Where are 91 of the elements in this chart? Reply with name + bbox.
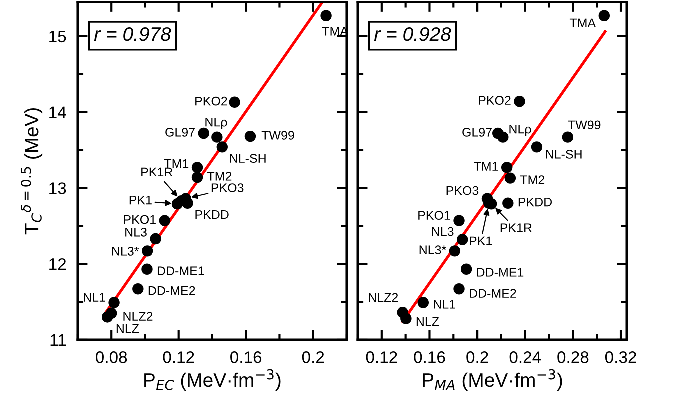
annotation: TM1 <box>164 160 189 168</box>
point <box>244 130 256 142</box>
annotation: PKO1 <box>124 215 156 224</box>
annotation: PKDD <box>196 210 229 220</box>
point <box>216 142 228 153</box>
point <box>531 142 543 153</box>
point <box>150 233 162 245</box>
y-tick-label: 15 <box>50 30 66 43</box>
point <box>418 297 430 308</box>
point <box>229 96 240 108</box>
annotation: TW99 <box>568 120 601 130</box>
y-tick-label: 13 <box>50 182 66 194</box>
point <box>212 132 223 143</box>
annotation: PKO1 <box>418 211 450 220</box>
annotation: TM1 <box>474 162 498 171</box>
annotation: NL3* <box>420 246 446 255</box>
x-tick-label: 0.08 <box>96 352 128 364</box>
annotation: NLZ <box>416 318 440 326</box>
x-tick-label: 0.2 <box>302 352 324 364</box>
annotation: PK1 <box>470 236 492 246</box>
x-axis-title: P$_{MA}$ (MeV·fm$^{−3}$) <box>423 369 562 391</box>
point <box>142 246 154 257</box>
annotation: GL97 <box>166 128 195 137</box>
annotation: DD-ME1 <box>158 266 204 276</box>
annotation: TMA <box>570 18 596 28</box>
annotation: DD-ME1 <box>477 268 524 277</box>
annotation: PKO2 <box>196 96 228 106</box>
annotation: GL97 <box>462 128 492 137</box>
x-tick-label: 0.28 <box>558 352 589 364</box>
point <box>192 172 204 184</box>
annotation: NLρ <box>510 125 532 136</box>
point <box>159 215 170 226</box>
annotation: NLρ <box>206 118 228 130</box>
annotation: PKO2 <box>479 96 511 105</box>
y-tick-label: 12 <box>50 258 66 270</box>
x-axis-title: P$_{EC}$ (MeV·fm$^{−3}$) <box>144 369 281 391</box>
point <box>454 284 465 295</box>
annotation: DD-ME2 <box>470 289 516 298</box>
point <box>598 10 610 22</box>
x-tick-label: 0.2 <box>466 352 488 364</box>
point <box>102 312 114 323</box>
point <box>501 162 513 174</box>
point <box>449 246 461 257</box>
annotation: PKDD <box>518 198 552 207</box>
annotation: TM2 <box>520 176 545 184</box>
annotation: NL-SH <box>546 150 582 159</box>
point <box>142 264 153 275</box>
annotation: PK1 <box>130 196 152 205</box>
annotation: TM2 <box>208 172 232 181</box>
annotation: NL-SH <box>230 154 266 164</box>
annotation: PKO3 <box>212 184 244 192</box>
annotation: NL3* <box>112 247 140 256</box>
annotation: PK1R <box>142 168 173 177</box>
x-tick-label: 0.12 <box>163 352 194 364</box>
x-tick-label: 0.32 <box>605 352 636 364</box>
x-tick-label: 0.12 <box>366 352 398 364</box>
point <box>460 264 472 275</box>
annotation: NL1 <box>84 293 106 302</box>
annotation: NLZ2 <box>369 293 398 302</box>
annotation: PK1R <box>500 224 532 232</box>
point <box>498 132 509 143</box>
point <box>504 172 516 184</box>
point <box>562 132 574 143</box>
y-axis-title: T$_{C}$$^{δ=0.5}$ (MeV) <box>20 108 43 235</box>
annotation: NL1 <box>434 300 456 309</box>
point <box>457 234 468 246</box>
annotation: r = 0.978 <box>94 27 172 42</box>
annotation: r = 0.928 <box>374 27 452 42</box>
point <box>400 313 412 324</box>
annotation: NLZ2 <box>124 312 153 321</box>
annotation: NL3 <box>432 227 454 236</box>
point <box>320 10 332 22</box>
point <box>182 198 194 209</box>
point <box>108 297 120 308</box>
x-tick-label: 0.16 <box>414 352 446 364</box>
x-tick-label: 0.16 <box>230 352 262 364</box>
annotation: NL3 <box>126 228 147 237</box>
annotation: NLZ <box>116 324 140 333</box>
annotation: DD-ME2 <box>148 286 196 296</box>
point <box>454 215 465 226</box>
point <box>514 96 526 108</box>
annotation: PKO3 <box>446 186 479 196</box>
annotation: TW99 <box>262 131 294 140</box>
y-tick-label: 11 <box>50 334 66 346</box>
point <box>198 128 210 140</box>
point <box>132 284 144 295</box>
x-tick-label: 0.24 <box>510 352 542 364</box>
point <box>172 198 184 210</box>
point <box>192 162 204 174</box>
y-tick-label: 14 <box>50 106 66 118</box>
point <box>502 198 514 209</box>
